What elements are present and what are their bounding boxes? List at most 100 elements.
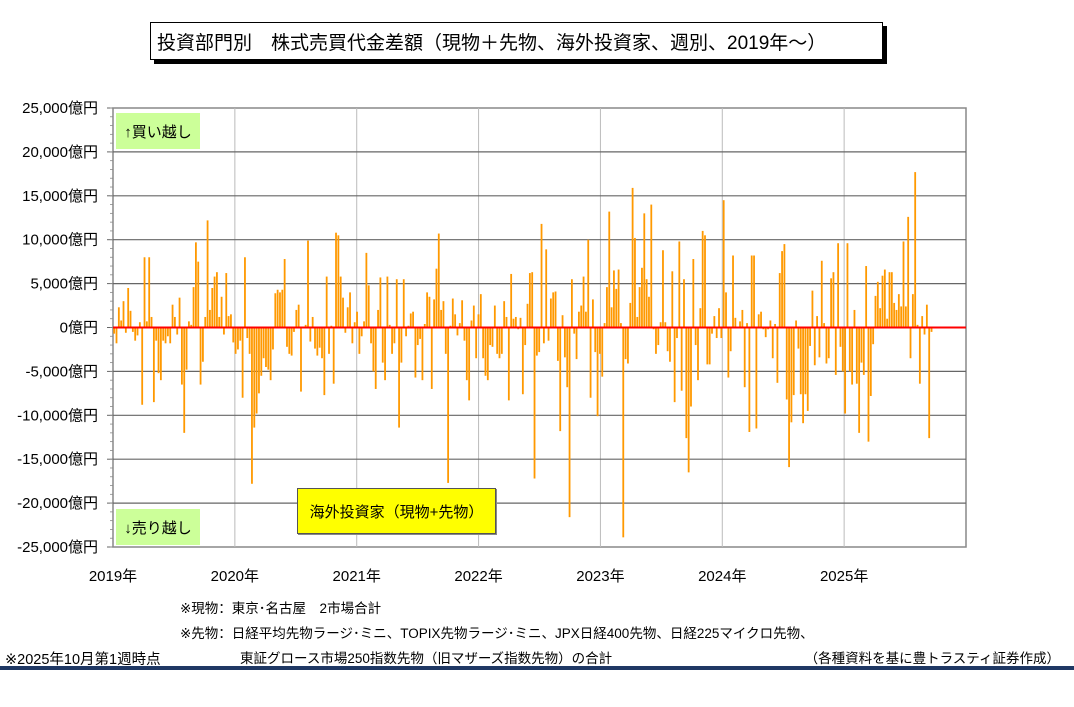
bar (911, 294, 914, 328)
bar (127, 287, 130, 328)
bar (141, 327, 144, 405)
bar (435, 268, 438, 328)
bar (904, 306, 907, 328)
y-tick-label: -15,000億円 (17, 451, 98, 468)
footnote-spot: ※現物：東京･名古屋 2市場合計 (180, 601, 382, 616)
bar (664, 322, 667, 328)
bar (708, 327, 711, 365)
bar (297, 304, 300, 328)
as-of-date: ※2025年10月第1週時点 (5, 652, 161, 668)
bar (750, 255, 753, 328)
bar (454, 314, 457, 328)
bar (416, 327, 419, 346)
bar (124, 327, 127, 333)
bar (876, 281, 879, 328)
bar (353, 322, 356, 328)
bar (533, 327, 536, 479)
bar (117, 307, 120, 328)
bar (643, 213, 646, 328)
bar (304, 324, 307, 328)
bar (867, 327, 870, 442)
bar (879, 308, 882, 328)
bar (251, 327, 253, 484)
bar (853, 309, 856, 328)
bar (587, 239, 590, 328)
bar (239, 327, 242, 341)
bar (173, 316, 176, 328)
bar (547, 327, 550, 341)
bar (570, 279, 573, 328)
bar (138, 322, 141, 328)
bar (131, 327, 134, 332)
bar (470, 320, 473, 328)
bar (925, 304, 928, 328)
bar (176, 327, 179, 335)
bar (344, 327, 347, 333)
bar (802, 327, 804, 424)
bar (400, 327, 403, 363)
bar (594, 327, 597, 353)
bar (669, 327, 671, 362)
y-tick-label: -25,000億円 (17, 539, 98, 556)
bar (363, 321, 365, 328)
bar (414, 327, 417, 378)
bar (743, 327, 746, 388)
y-tick-label: 15,000億円 (22, 188, 98, 205)
y-tick-label: -10,000億円 (17, 407, 98, 424)
bar (914, 172, 917, 328)
bar (185, 327, 188, 370)
bar (690, 327, 692, 407)
bar (890, 272, 893, 328)
bar (267, 327, 270, 370)
bar (753, 255, 755, 328)
x-tick-label: 2025年 (820, 568, 868, 585)
bar (202, 327, 204, 362)
bar (465, 327, 468, 381)
bar (395, 279, 398, 328)
bar (405, 327, 407, 337)
bar (421, 327, 424, 381)
bar (430, 327, 433, 389)
bar (159, 327, 162, 381)
bar (428, 296, 431, 328)
bar (367, 285, 370, 328)
bar (872, 327, 875, 345)
bar (615, 288, 618, 328)
bar (162, 327, 165, 341)
bar (351, 327, 354, 344)
bar (419, 327, 421, 339)
bar (283, 259, 286, 328)
bar (290, 327, 293, 356)
bar (897, 294, 900, 328)
bar (589, 327, 592, 398)
bar (230, 314, 232, 328)
bar (538, 327, 541, 353)
bar (816, 316, 818, 328)
bar (657, 327, 660, 346)
bar (164, 327, 167, 344)
bar (507, 327, 510, 401)
bar (606, 287, 608, 328)
bar (510, 273, 513, 328)
bar (503, 301, 506, 328)
bar (790, 327, 793, 423)
bar (213, 276, 216, 328)
bar (307, 240, 309, 328)
bar (528, 273, 531, 328)
bar (335, 232, 337, 328)
bar (734, 317, 737, 328)
bar (216, 272, 218, 328)
source-note: （各種資料を基に豊トラスティ証券作成） (804, 651, 1060, 666)
bar (311, 316, 314, 328)
bar (484, 327, 487, 376)
bar (837, 243, 840, 328)
bar (694, 327, 697, 346)
bar (741, 309, 744, 328)
bar (514, 316, 517, 328)
bar (321, 327, 323, 359)
bar (288, 327, 291, 354)
bar (624, 327, 627, 360)
bar (704, 235, 706, 328)
bar (603, 323, 606, 328)
